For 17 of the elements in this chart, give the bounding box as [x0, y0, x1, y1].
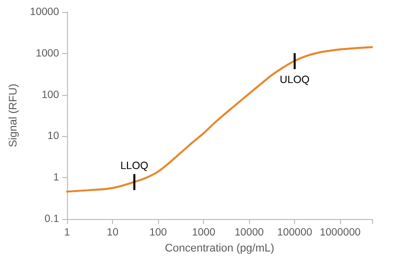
x-tick-label: 100 — [149, 226, 168, 238]
x-tick-label: 10000 — [234, 226, 264, 238]
y-tick-label: 1000 — [36, 47, 60, 60]
x-tick-label: 10 — [106, 226, 119, 238]
y-tick-label: 100 — [42, 88, 60, 101]
annotation: ULOQ — [280, 74, 310, 86]
y-tick-label: 10 — [47, 130, 60, 142]
x-axis-title: Concentration (pg/mL) — [164, 242, 274, 254]
x-tick-label: 1000000 — [320, 226, 361, 238]
y-tick-label: 1 — [53, 172, 60, 184]
y-tick-label: 10000 — [30, 6, 60, 18]
x-tick-label: 1000 — [192, 226, 216, 238]
y-tick-label: 0.1 — [44, 213, 60, 225]
y-axis-title: Signal (RFU) — [8, 84, 20, 148]
annotation: LLOQ — [120, 160, 148, 172]
x-tick-label: 1 — [64, 226, 70, 238]
x-tick-label: 100000 — [277, 226, 312, 238]
